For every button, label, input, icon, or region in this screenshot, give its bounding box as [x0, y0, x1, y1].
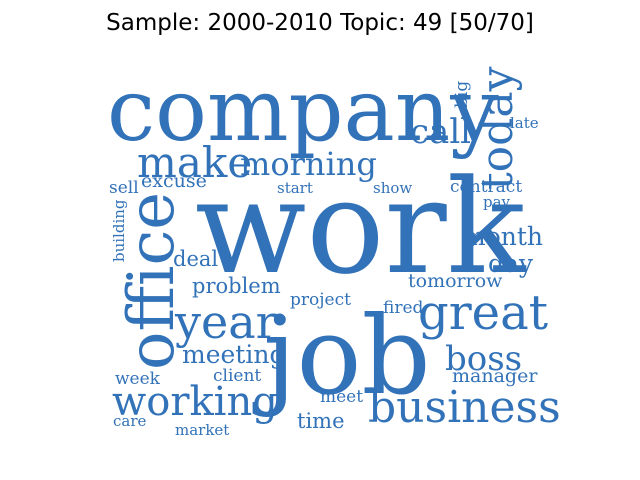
word-make: make	[137, 138, 252, 187]
word-start: start	[277, 179, 313, 197]
word-building: building	[110, 199, 128, 262]
word-today: today	[472, 66, 523, 190]
word-great: great	[418, 285, 548, 341]
word-day: day	[488, 249, 534, 278]
word-meet: meet	[320, 387, 363, 407]
word-problem: problem	[192, 274, 281, 298]
word-fired: fired	[383, 298, 424, 318]
word-deal: deal	[173, 247, 218, 271]
word-project: project	[290, 290, 351, 310]
word-client: client	[213, 366, 261, 386]
word-call: call	[410, 112, 471, 152]
word-excuse: excuse	[141, 170, 207, 192]
word-week: week	[115, 369, 161, 389]
word-business: business	[368, 382, 561, 433]
word-job: job	[252, 294, 431, 419]
word-sell: sell	[109, 178, 139, 198]
word-time: time	[297, 409, 345, 433]
word-market: market	[175, 421, 229, 439]
figure-title: Sample: 2000-2010 Topic: 49 [50/70]	[106, 10, 534, 36]
word-year: year	[174, 295, 278, 349]
word-work: work	[195, 151, 527, 303]
word-contract: contract	[450, 177, 522, 197]
word-tomorrow: tomorrow	[408, 270, 503, 292]
word-office: office	[115, 192, 189, 370]
word-boss: boss	[445, 339, 522, 379]
word-company: company	[107, 61, 499, 161]
word-big: big	[452, 81, 472, 108]
word-manager: manager	[452, 365, 538, 387]
word-nice: nice	[398, 228, 416, 260]
word-late: late	[510, 114, 539, 132]
word-show: show	[373, 179, 412, 197]
word-morning: morning	[240, 145, 377, 183]
word-month: month	[462, 222, 543, 251]
word-working: working	[112, 379, 278, 425]
word-care: care	[113, 412, 147, 430]
word-meeting: meeting	[182, 340, 285, 369]
word-pay: pay	[483, 193, 511, 211]
